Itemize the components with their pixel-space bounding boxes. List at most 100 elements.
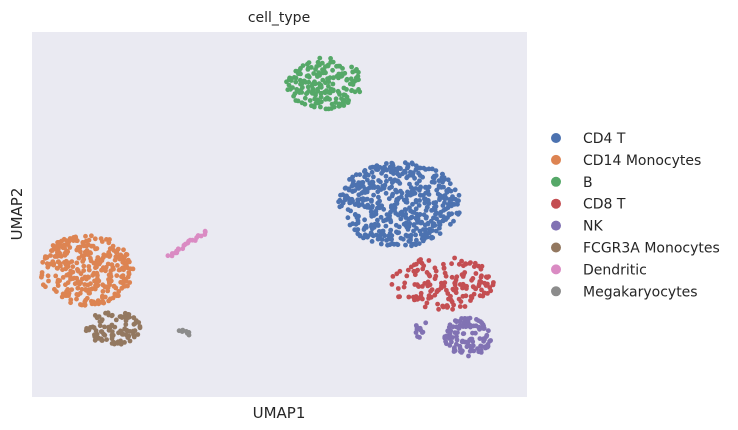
point-b [319, 99, 324, 105]
point-fcgr3a-monocytes [126, 314, 132, 320]
legend-marker-megakaryocytes [551, 286, 561, 297]
point-b [312, 81, 318, 87]
point-b [349, 64, 354, 70]
point-fcgr3a-monocytes [135, 332, 141, 337]
point-b [325, 89, 331, 95]
point-nk [455, 325, 461, 331]
point-b [293, 79, 299, 85]
scatter-points [39, 55, 496, 359]
point-cd8-t [482, 280, 487, 286]
point-cd4-t [345, 215, 351, 221]
point-nk [474, 317, 479, 322]
point-cd4-t [417, 198, 422, 203]
point-cd4-t [369, 232, 375, 238]
point-cd14-monocytes [105, 261, 111, 267]
point-cd4-t [447, 197, 453, 202]
point-cd4-t [405, 189, 410, 195]
point-cd14-monocytes [92, 301, 98, 307]
point-cd14-monocytes [88, 281, 93, 287]
point-cd4-t [429, 166, 435, 172]
point-cd4-t [408, 192, 414, 198]
point-cd8-t [422, 281, 428, 286]
point-cd14-monocytes [86, 237, 92, 243]
point-fcgr3a-monocytes [113, 317, 119, 323]
point-cd14-monocytes [81, 263, 87, 269]
point-b [312, 96, 318, 102]
point-cd8-t [443, 273, 449, 279]
point-b [311, 71, 317, 76]
point-cd4-t [369, 222, 374, 228]
point-fcgr3a-monocytes [99, 329, 105, 335]
point-cd8-t [424, 270, 430, 275]
point-cd4-t [439, 184, 444, 190]
point-b [313, 67, 318, 72]
point-megakaryocytes [186, 332, 192, 338]
point-cd8-t [479, 287, 484, 293]
point-cd8-t [478, 274, 484, 280]
point-cd8-t [440, 304, 446, 310]
point-cd8-t [468, 294, 474, 299]
point-cd14-monocytes [49, 248, 54, 254]
point-cd4-t [417, 165, 423, 171]
point-cd4-t [410, 201, 415, 207]
point-cd4-t [409, 160, 415, 166]
point-cd14-monocytes [44, 261, 50, 267]
point-cd14-monocytes [75, 285, 81, 291]
point-nk [463, 339, 469, 345]
point-nk [443, 339, 448, 344]
point-b [306, 79, 312, 85]
point-cd4-t [440, 218, 446, 224]
point-nk [467, 348, 473, 354]
point-cd4-t [414, 237, 419, 243]
point-cd8-t [420, 266, 426, 272]
point-cd14-monocytes [52, 286, 57, 292]
point-cd14-monocytes [46, 278, 51, 284]
point-cd4-t [355, 218, 361, 224]
point-cd14-monocytes [40, 259, 46, 265]
point-cd14-monocytes [77, 281, 82, 287]
point-fcgr3a-monocytes [91, 325, 97, 330]
point-cd4-t [449, 211, 455, 217]
point-nk [461, 331, 467, 336]
point-cd14-monocytes [101, 300, 107, 306]
legend-marker-nk [551, 220, 561, 231]
point-nk [481, 336, 487, 342]
point-cd14-monocytes [42, 255, 48, 261]
point-cd4-t [389, 237, 394, 242]
point-cd4-t [369, 199, 374, 204]
point-nk [485, 344, 490, 350]
point-cd4-t [394, 241, 400, 247]
point-cd4-t [379, 237, 385, 242]
point-cd14-monocytes [130, 266, 136, 272]
point-cd4-t [437, 192, 443, 198]
point-cd14-monocytes [39, 274, 44, 280]
point-b [291, 93, 296, 99]
point-b [298, 88, 304, 93]
point-cd14-monocytes [117, 254, 123, 260]
point-b [328, 56, 333, 61]
point-cd4-t [362, 217, 367, 223]
point-b [327, 96, 332, 102]
point-cd4-t [437, 231, 443, 237]
point-cd4-t [414, 226, 419, 231]
point-cd14-monocytes [84, 248, 90, 253]
point-cd4-t [394, 197, 400, 202]
point-nk [477, 336, 483, 341]
point-cd8-t [459, 258, 464, 264]
point-cd4-t [403, 211, 409, 217]
point-cd4-t [398, 210, 403, 216]
point-cd4-t [376, 234, 382, 239]
point-cd14-monocytes [103, 268, 108, 274]
point-cd8-t [396, 294, 401, 300]
point-cd4-t [451, 218, 456, 224]
point-cd14-monocytes [105, 285, 111, 291]
point-cd4-t [369, 239, 375, 244]
point-cd8-t [436, 306, 441, 312]
point-cd4-t [371, 164, 377, 170]
point-cd14-monocytes [70, 264, 76, 269]
point-nk [479, 344, 485, 349]
point-cd4-t [398, 166, 403, 172]
point-cd14-monocytes [45, 273, 51, 279]
point-fcgr3a-monocytes [112, 324, 118, 330]
point-nk [469, 336, 475, 342]
